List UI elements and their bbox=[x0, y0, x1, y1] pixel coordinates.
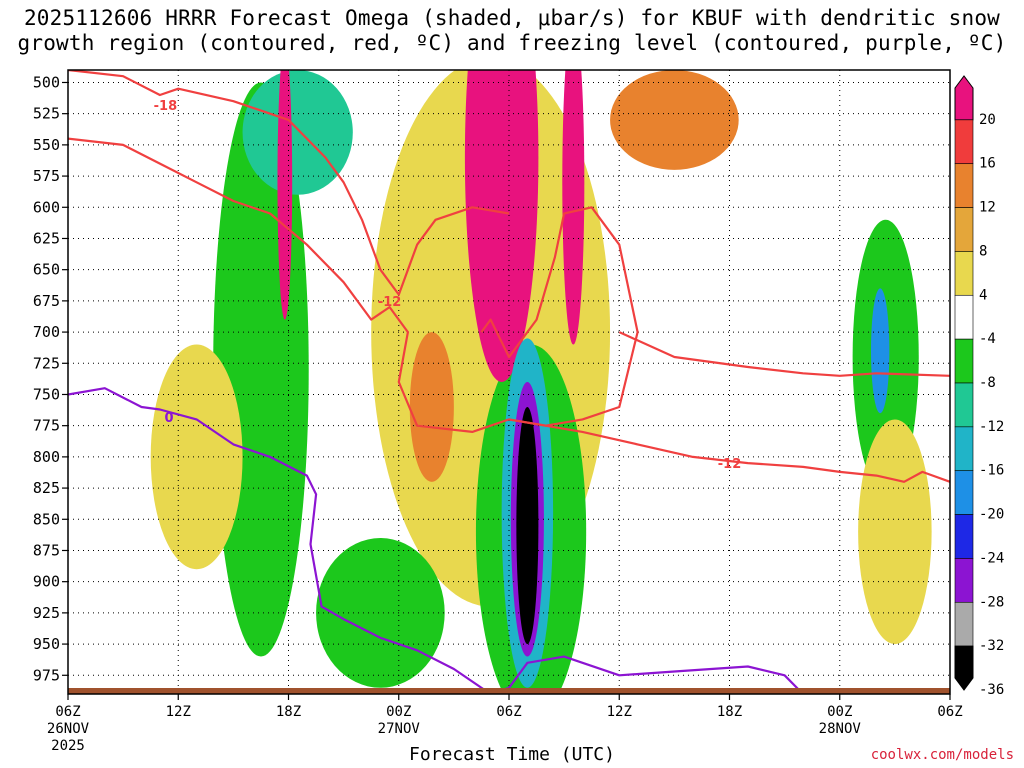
y-tick-label-875: 875 bbox=[33, 541, 60, 559]
colorbar-label-0: 20 bbox=[979, 112, 996, 128]
shade-ascent-teal-17z bbox=[242, 70, 353, 195]
x-tick-label-8: 06Z bbox=[937, 704, 962, 720]
y-tick-label-725: 725 bbox=[33, 354, 60, 372]
axes: 500 525 550 575 600 625 650 675 700 725 750 775 800 8… bbox=[33, 73, 963, 754]
y-tick-label-500: 500 bbox=[33, 73, 60, 91]
colorbar-label-11: -28 bbox=[979, 594, 1004, 610]
colorbar-label-9: -20 bbox=[979, 507, 1004, 523]
shade-ascent-green-00z bbox=[316, 538, 445, 688]
y-tick-label-900: 900 bbox=[33, 573, 60, 591]
y-tick-label-525: 525 bbox=[33, 105, 60, 123]
colorbar-swatch-3 bbox=[954, 207, 974, 252]
colorbar-swatch-5 bbox=[954, 294, 974, 340]
shade-descent-pink-05z bbox=[464, 70, 539, 382]
x-tick-sublabel-7-0: 28NOV bbox=[819, 721, 862, 737]
y-tick-label-775: 775 bbox=[33, 417, 60, 435]
shade-descent-yellow-03z bbox=[858, 419, 932, 645]
y-tick-label-800: 800 bbox=[33, 448, 60, 466]
x-tick-sublabel-3-0: 27NOV bbox=[378, 721, 421, 737]
x-axis-title: Forecast Time (UTC) bbox=[409, 744, 615, 765]
y-tick-label-675: 675 bbox=[33, 292, 60, 310]
colorbar-label-8: -16 bbox=[979, 463, 1004, 479]
y-tick-label-625: 625 bbox=[33, 229, 60, 247]
contour-label-dgz-minus12-lower: -12 bbox=[718, 457, 742, 472]
colorbar-label-7: -12 bbox=[979, 419, 1004, 435]
colorbar-swatch-12 bbox=[954, 601, 974, 647]
colorbar-label-10: -24 bbox=[979, 550, 1004, 566]
y-tick-label-700: 700 bbox=[33, 323, 60, 341]
colorbar-label-2: 12 bbox=[979, 200, 996, 216]
colorbar-swatch-2 bbox=[954, 163, 974, 208]
x-tick-label-5: 12Z bbox=[607, 704, 632, 720]
contour-dgz-minus12-east bbox=[618, 331, 950, 377]
y-tick-label-975: 975 bbox=[33, 666, 60, 684]
credit-link[interactable]: coolwx.com/models bbox=[870, 747, 1014, 763]
x-tick-label-6: 18Z bbox=[717, 704, 742, 720]
colorbar-swatch-8 bbox=[954, 426, 974, 472]
colorbar-label-1: 16 bbox=[979, 156, 996, 172]
x-tick-label-4: 06Z bbox=[496, 704, 521, 720]
shade-descent-pink-09z bbox=[562, 70, 585, 345]
colorbar-label-3: 8 bbox=[979, 243, 987, 259]
temperature-contours: -18 -12 -12 0 bbox=[68, 70, 950, 694]
x-tick-sublabel-0-0: 26NOV bbox=[47, 721, 90, 737]
x-tick-label-2: 18Z bbox=[276, 704, 301, 720]
contour-label-dgz-minus12-upper: -12 bbox=[378, 295, 402, 310]
shade-descent-orange-00z bbox=[409, 332, 454, 482]
x-tick-sublabel-0-1: 2025 bbox=[51, 738, 85, 754]
shade-ascent-core-06z bbox=[516, 406, 539, 645]
x-tick-label-1: 12Z bbox=[166, 704, 191, 720]
colorbar-label-4: 4 bbox=[979, 287, 987, 303]
colorbar-swatch-10 bbox=[954, 514, 974, 559]
x-tick-label-0: 06Z bbox=[55, 704, 80, 720]
colorbar-swatch-9 bbox=[954, 470, 974, 515]
contour-dgz-minus12-lower bbox=[508, 418, 950, 483]
contour-freezing-level bbox=[68, 387, 804, 694]
ground-strip bbox=[68, 688, 950, 694]
colorbar-swatch-7 bbox=[954, 382, 974, 428]
x-tick-label-3: 00Z bbox=[386, 704, 411, 720]
y-tick-label-650: 650 bbox=[33, 261, 60, 279]
colorbar-swatch-13 bbox=[954, 645, 974, 691]
shade-descent-orange-13z bbox=[610, 70, 739, 170]
y-tick-label-550: 550 bbox=[33, 136, 60, 154]
y-tick-label-575: 575 bbox=[33, 167, 60, 185]
y-tick-label-950: 950 bbox=[33, 635, 60, 653]
colorbar-label-5: -4 bbox=[979, 331, 996, 347]
colorbar-swatch-4 bbox=[954, 251, 974, 296]
shade-descent-yellow-08z bbox=[150, 344, 243, 570]
x-tick-label-7: 00Z bbox=[827, 704, 852, 720]
colorbar-swatch-0 bbox=[954, 75, 974, 121]
y-tick-label-600: 600 bbox=[33, 198, 60, 216]
colorbar-swatch-1 bbox=[954, 119, 974, 165]
contour-label-freezing-level: 0 bbox=[165, 411, 174, 426]
y-tick-label-750: 750 bbox=[33, 385, 60, 403]
y-tick-label-925: 925 bbox=[33, 604, 60, 622]
contour-dgz-minus12-upper bbox=[68, 137, 639, 433]
colorbar-label-12: -32 bbox=[979, 638, 1004, 654]
chart-title: 2025112606 HRRR Forecast Omega (shaded, … bbox=[17, 6, 1007, 55]
grid-lines bbox=[68, 70, 950, 694]
colorbar-label-6: -8 bbox=[979, 375, 996, 391]
colorbar-swatch-6 bbox=[954, 338, 974, 384]
shade-descent-red-18z bbox=[277, 70, 293, 320]
contour-label-dgz-minus18: -18 bbox=[154, 99, 178, 114]
omega-shading bbox=[150, 70, 932, 694]
colorbar-label-13: -36 bbox=[979, 682, 1004, 698]
colorbar: 20 16 12 8 4 -4 -8 -12 -16 -20 -24 -28 -32 -36 bbox=[954, 75, 1004, 698]
y-tick-label-850: 850 bbox=[33, 510, 60, 528]
contour-dgz-minus18 bbox=[68, 70, 510, 296]
y-tick-label-825: 825 bbox=[33, 479, 60, 497]
colorbar-swatch-11 bbox=[954, 558, 974, 603]
shade-ascent-blue-28nov bbox=[870, 288, 890, 414]
